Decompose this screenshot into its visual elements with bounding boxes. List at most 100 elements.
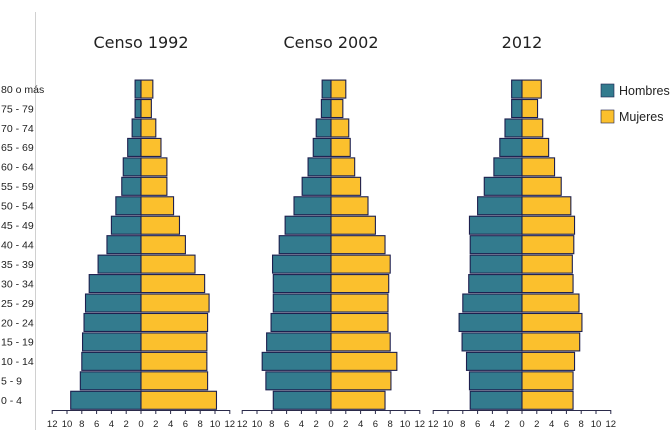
bar-hombres-35-39 [271, 254, 332, 274]
x-tick-label: 0 [519, 419, 524, 430]
bar-hombres-45-49 [468, 215, 523, 235]
x-tick-label: 2 [343, 419, 348, 430]
bar-mujeres-60-64 [330, 157, 356, 177]
x-tick-label: 2 [314, 419, 319, 430]
x-tick-label: 12 [606, 419, 617, 430]
bar-mujeres-75-79 [140, 98, 152, 119]
x-tick-label: 10 [591, 419, 602, 430]
bar-mujeres-50-54 [521, 196, 572, 216]
bar-hombres-20-24 [458, 312, 523, 333]
bar-hombres-50-54 [115, 196, 142, 216]
x-tick-label: 4 [549, 419, 554, 430]
age-label-10-14: 10 - 14 [1, 356, 34, 368]
bar-mujeres-15-19 [330, 332, 391, 352]
x-tick-label: 8 [198, 419, 203, 430]
bar-hombres-65-69 [499, 137, 523, 157]
bar-mujeres-15-19 [140, 332, 208, 352]
age-label-20-24: 20 - 24 [1, 317, 34, 329]
x-tick-label: 4 [109, 419, 114, 430]
bar-hombres-5-9 [265, 371, 332, 391]
bar-mujeres-25-29 [521, 293, 580, 313]
bar-mujeres-55-59 [330, 176, 362, 196]
bar-hombres-35-39 [97, 254, 142, 274]
x-tick-label: 6 [475, 419, 480, 430]
bar-hombres-15-19 [461, 332, 523, 352]
bar-hombres-20-24 [270, 312, 332, 333]
x-tick-label: 6 [564, 419, 569, 430]
x-tick-label: 0 [328, 419, 333, 430]
x-tick-label: 12 [225, 419, 236, 430]
age-label-25-29: 25 - 29 [1, 298, 34, 310]
age-label-70-74: 70 - 74 [1, 123, 34, 135]
bar-mujeres-70-74 [521, 118, 544, 138]
bar-hombres-10-14 [465, 351, 523, 371]
bar-mujeres-60-64 [140, 157, 168, 177]
bar-mujeres-0-4 [330, 390, 386, 410]
x-tick-label: 10 [400, 419, 411, 430]
bar-hombres-60-64 [493, 157, 523, 177]
bar-hombres-0-4 [469, 390, 523, 410]
bar-hombres-45-49 [110, 215, 142, 235]
bar-hombres-55-59 [301, 176, 332, 196]
bar-mujeres-30-34 [140, 274, 206, 294]
bar-mujeres-10-14 [140, 351, 208, 371]
age-label-30-34: 30 - 34 [1, 278, 34, 290]
bar-hombres-40-44 [469, 235, 523, 255]
age-group-labels: 0 - 4 5 - 9 10 - 14 15 - 19 20 - 24 25 - 29 30… [1, 84, 44, 407]
bar-hombres-5-9 [468, 371, 523, 391]
bar-mujeres-15-19 [521, 332, 581, 352]
bar-mujeres-30-34 [330, 274, 390, 294]
bar-mujeres-75-79 [330, 98, 344, 119]
bar-hombres-30-34 [88, 274, 142, 294]
bar-mujeres-70-74 [330, 118, 350, 138]
age-label-55-59: 55 - 59 [1, 181, 34, 193]
x-tick-label: 12 [415, 419, 426, 430]
bar-hombres-20-24 [83, 312, 142, 333]
panel-title: 2012 [502, 33, 543, 52]
age-label-65-69: 65 - 69 [1, 142, 34, 154]
bar-mujeres-60-64 [521, 157, 556, 177]
age-label-15-19: 15 - 19 [1, 337, 34, 349]
bar-mujeres-20-24 [140, 312, 209, 333]
bar-mujeres-35-39 [330, 254, 391, 274]
x-tick-label: 4 [299, 419, 304, 430]
age-label-45-49: 45 - 49 [1, 220, 34, 232]
bar-hombres-55-59 [121, 176, 142, 196]
bar-mujeres-75-79 [521, 98, 539, 119]
panel-title: Censo 2002 [283, 33, 378, 52]
age-label-40-44: 40 - 44 [1, 239, 34, 251]
bar-hombres-25-29 [84, 293, 142, 313]
age-label-35-39: 35 - 39 [1, 259, 34, 271]
bar-hombres-30-34 [272, 274, 332, 294]
age-label-0-4: 0 - 4 [1, 395, 22, 407]
bar-mujeres-50-54 [140, 196, 175, 216]
bar-hombres-75-79 [511, 98, 523, 119]
age-label-75-79: 75 - 79 [1, 103, 34, 115]
bar-hombres-30-34 [468, 274, 523, 294]
bar-mujeres-0-4 [140, 390, 218, 410]
x-tick-label: 4 [490, 419, 495, 430]
x-tick-label: 8 [579, 419, 584, 430]
bar-mujeres-80-o-m-s [140, 79, 154, 99]
legend-swatch-mujeres [600, 109, 615, 124]
bar-hombres-55-59 [483, 176, 523, 196]
bar-hombres-65-69 [312, 137, 332, 157]
x-tick-label: 6 [183, 419, 188, 430]
bar-hombres-25-29 [272, 293, 332, 313]
bar-hombres-15-19 [81, 332, 142, 352]
bar-mujeres-0-4 [521, 390, 574, 410]
bar-hombres-80-o-m-s [321, 79, 332, 99]
x-tick-label: 8 [269, 419, 274, 430]
bar-mujeres-5-9 [521, 371, 574, 391]
x-tick-label: 2 [153, 419, 158, 430]
age-label-5-9: 5 - 9 [1, 376, 22, 388]
bar-mujeres-80-o-m-s [330, 79, 347, 99]
bar-hombres-40-44 [106, 235, 142, 255]
x-tick-label: 4 [358, 419, 363, 430]
bar-hombres-45-49 [284, 215, 332, 235]
bar-hombres-60-64 [122, 157, 142, 177]
